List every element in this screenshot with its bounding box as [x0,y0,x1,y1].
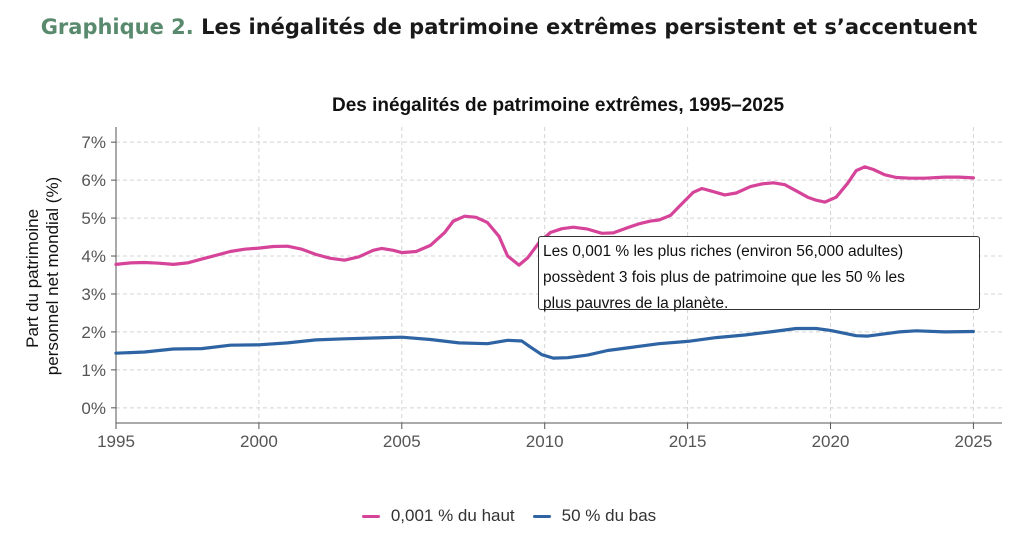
legend-swatch-top [361,514,380,518]
figure-number: Graphique 2. [40,15,194,39]
series-line-0 [114,165,975,267]
series-line-1 [114,326,975,360]
legend-item-bottom: 50 % du bas [532,506,657,526]
figure-heading-text: Les inégalités de patrimoine extrêmes pe… [201,15,978,39]
y-tick-label: 5% [81,209,106,228]
y-tick-label: 3% [81,285,106,304]
x-tick-label: 2015 [669,432,707,451]
y-tick-labels: 0% 1% 2% 3% 4% 5% 6% 7% [81,133,106,418]
x-tick-label: 2005 [383,432,421,451]
x-tick-labels: 1995 2000 2005 2010 2015 2020 2025 [97,432,992,451]
x-tick-label: 2025 [955,432,993,451]
annotation-box: Les 0,001 % les plus riches (environ 56,… [538,236,980,312]
x-tick-label: 2020 [812,432,850,451]
annotation-line-1: Les 0,001 % les plus riches (environ 56,… [543,243,904,260]
x-tick-label: 2000 [240,432,278,451]
legend-item-top: 0,001 % du haut [361,506,515,526]
y-tick-label: 0% [81,399,106,418]
y-axis-label-line-1: Part du patrimoine [23,209,42,348]
x-tick-label: 2010 [526,432,564,451]
legend: 0,001 % du haut 50 % du bas [0,506,1018,526]
y-axis-label-line-2: personnel net mondial (%) [43,177,62,375]
chart-title: Des inégalités de patrimoine extrêmes, 1… [332,95,784,116]
annotation-line-2: possèdent 3 fois plus de patrimoine que … [543,269,905,286]
legend-label-bottom: 50 % du bas [561,506,657,525]
y-tick-label: 2% [81,323,106,342]
y-tick-label: 6% [81,171,106,190]
legend-label-top: 0,001 % du haut [390,506,515,525]
y-axis-label: Part du patrimoine personnel net mondial… [23,177,62,375]
y-tick-label: 4% [81,247,106,266]
legend-swatch-bottom [532,514,551,518]
series-lines [114,165,975,360]
annotation-line-3: plus pauvres de la planète. [543,295,729,312]
y-tick-label: 7% [81,133,106,152]
axes [111,127,1002,429]
y-tick-label: 1% [81,361,106,380]
figure-heading: Graphique 2. Les inégalités de patrimoin… [0,12,1018,42]
x-tick-label: 1995 [97,432,135,451]
